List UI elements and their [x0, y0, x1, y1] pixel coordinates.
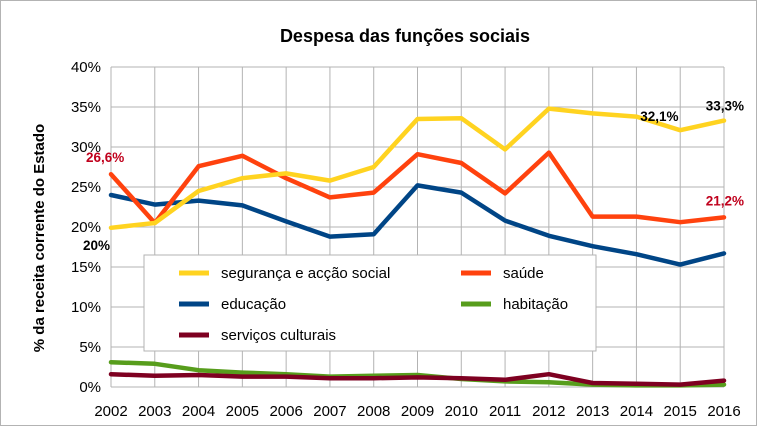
- series-line-5: [108, 371, 727, 387]
- legend: segurança e acção social saúde educação hab…: [143, 254, 597, 352]
- x-tick-label: 2008: [357, 403, 390, 420]
- x-tick-label: 2004: [182, 403, 215, 420]
- x-tick-label: 2006: [269, 403, 302, 420]
- x-tick-label: 2009: [401, 403, 434, 420]
- annotations: 26,6% 20% 32,1% 33,3% 21,2%: [83, 99, 744, 253]
- series-line-2: [108, 150, 727, 226]
- x-tick-label: 2013: [576, 403, 609, 420]
- data-label: 32,1%: [640, 109, 678, 124]
- data-label: 33,3%: [706, 99, 744, 114]
- legend-box: [143, 254, 597, 352]
- legend-entry: serviços culturais: [221, 327, 336, 344]
- legend-entry: habitação: [503, 296, 568, 313]
- x-tick-label: 2015: [664, 403, 697, 420]
- x-tick-label: 2007: [313, 403, 346, 420]
- x-tick-label: 2003: [138, 403, 171, 420]
- y-tick-label: 35%: [71, 99, 101, 116]
- data-label: 21,2%: [706, 193, 744, 208]
- series-line-1: [108, 106, 727, 231]
- y-tick-label: 15%: [71, 259, 101, 276]
- y-tick-label: 30%: [71, 139, 101, 156]
- legend-entry: educação: [221, 296, 286, 313]
- x-tick-label: 2011: [489, 403, 521, 420]
- y-axis-ticks: 0% 5% 10% 15% 20% 25% 30% 35% 40%: [71, 59, 101, 396]
- x-tick-label: 2014: [620, 403, 653, 420]
- y-tick-label: 25%: [71, 179, 101, 196]
- data-label: 20%: [83, 238, 110, 253]
- y-tick-label: 40%: [71, 59, 101, 76]
- legend-entry: saúde: [503, 265, 544, 282]
- x-tick-label: 2010: [445, 403, 478, 420]
- chart-title: Despesa das funções sociais: [280, 26, 530, 46]
- x-axis-ticks: 2002 2003 2004 2005 2006 2007 2008 2009 2010 2011…: [94, 403, 740, 420]
- series-line-3: [108, 183, 727, 267]
- y-tick-label: 5%: [79, 339, 101, 356]
- y-tick-label: 10%: [71, 299, 101, 316]
- series-lines: [108, 106, 727, 388]
- x-tick-label: 2005: [226, 403, 259, 420]
- legend-entry: segurança e acção social: [221, 265, 390, 282]
- y-tick-label: 0%: [79, 379, 101, 396]
- y-axis-label: % da receita corrente do Estado: [31, 124, 48, 352]
- y-tick-label: 20%: [71, 219, 101, 236]
- x-tick-label: 2012: [532, 403, 565, 420]
- data-label: 26,6%: [86, 150, 124, 165]
- x-tick-label: 2002: [94, 403, 127, 420]
- x-tick-label: 2016: [707, 403, 740, 420]
